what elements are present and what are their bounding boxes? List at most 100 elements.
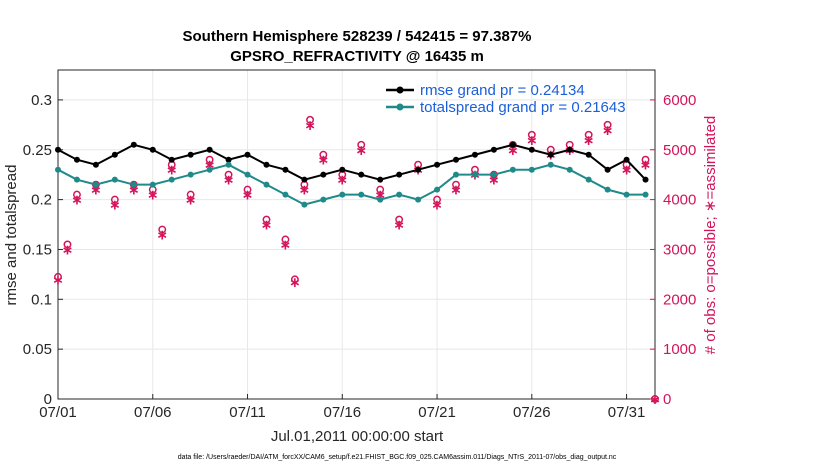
series-lines <box>55 141 649 208</box>
obs-assimilated-point: ∗ <box>289 275 301 291</box>
x-tick-label: 07/16 <box>324 404 362 421</box>
totalspread-point <box>434 186 441 193</box>
totalspread-point <box>111 176 118 183</box>
totalspread-point <box>528 166 535 173</box>
obs-assimilated-point: ∗ <box>128 183 140 199</box>
obs-possible-point <box>290 275 299 284</box>
totalspread-point <box>490 171 497 178</box>
totalspread-point <box>130 181 137 188</box>
totalspread-point <box>206 166 213 173</box>
obs-possible-point <box>641 155 650 164</box>
obs-possible-point <box>73 190 81 199</box>
obs-assimilated-point: ∗ <box>223 173 235 189</box>
obs-possible-point <box>527 130 536 139</box>
totalspread-point <box>263 181 270 188</box>
y-tick-label: 0.2 <box>31 192 52 209</box>
rmse-line <box>57 143 647 181</box>
obs-assimilated-point: ∗ <box>317 153 329 169</box>
rmse-point <box>604 166 611 173</box>
rmse-point <box>244 151 251 158</box>
rmse-point <box>225 156 232 163</box>
obs-assimilated-point: ∗ <box>204 158 216 174</box>
obs-assimilated-point: ∗ <box>336 173 348 189</box>
obs-possible-point <box>63 240 72 249</box>
rmse-point <box>149 146 156 153</box>
totalspread-point <box>623 191 630 198</box>
rmse-point <box>358 171 365 178</box>
rmse-point <box>396 171 403 178</box>
obs-assimilated-point: ∗ <box>242 188 254 204</box>
obs-assimilated-point: ∗ <box>507 143 519 159</box>
obs-possible-point <box>452 180 460 189</box>
obs-assimilated-point: ∗ <box>109 198 121 214</box>
obs-assimilated-point: ∗ <box>602 123 614 139</box>
y2-tick-label: 3000 <box>663 241 696 258</box>
totalspread-point <box>358 191 365 198</box>
rmse-point <box>471 151 478 158</box>
rmse-point <box>55 146 61 153</box>
rmse-point <box>642 176 649 183</box>
totalspread-point <box>377 196 384 203</box>
obs-possible-point <box>603 120 612 129</box>
totalspread-point <box>547 161 554 168</box>
y2-axis-label: # of obs: o=possible; ∗=assimilated <box>702 116 719 355</box>
totalspread-point <box>471 171 478 178</box>
rmse-point <box>434 161 441 168</box>
rmse-point <box>566 146 573 153</box>
obs-possible-point <box>281 235 290 244</box>
rmse-point <box>377 176 384 183</box>
obs-assimilated-point: ∗ <box>71 193 83 209</box>
x-tick-label: 07/06 <box>134 404 172 421</box>
totalspread-line <box>57 163 646 206</box>
totalspread-point <box>225 161 232 168</box>
grid <box>57 70 655 400</box>
y2-tick-label: 4000 <box>663 192 696 209</box>
rmse-point <box>623 156 630 163</box>
y-tick-label: 0.3 <box>31 92 52 109</box>
obs-markers: ∗∗∗∗∗∗∗∗∗∗∗∗∗∗∗∗∗∗∗∗∗∗∗∗∗∗∗∗∗∗∗∗∗∗∗∗∗ <box>52 115 661 408</box>
obs-assimilated-point: ∗ <box>90 183 102 199</box>
legend: rmse grand pr = 0.24134 totalspread gran… <box>386 82 626 116</box>
obs-assimilated-point: ∗ <box>583 133 595 149</box>
rmse-point <box>206 146 213 153</box>
totalspread-point <box>509 166 516 173</box>
obs-possible-point <box>651 395 659 403</box>
obs-possible-point <box>205 155 214 164</box>
obs-possible-point <box>584 130 593 139</box>
totalspread-point <box>339 191 346 198</box>
rmse-point <box>320 171 327 178</box>
obs-assimilated-point: ∗ <box>649 392 661 408</box>
totalspread-point <box>301 201 308 208</box>
rmse-point <box>282 166 289 173</box>
x-tick-label: 07/01 <box>39 404 77 421</box>
y-tick-label: 0 <box>44 391 52 408</box>
footnote: data file: /Users/raeder/DAI/ATM_forcXX/… <box>178 454 617 461</box>
obs-assimilated-point: ∗ <box>640 158 652 174</box>
obs-assimilated-point: ∗ <box>488 173 500 189</box>
totalspread-point <box>244 171 251 178</box>
rmse-point <box>111 151 118 158</box>
y2-tick-label: 0 <box>663 391 671 408</box>
rmse-point <box>585 151 592 158</box>
obs-assimilated-point: ∗ <box>393 218 405 234</box>
totalspread-point <box>282 191 289 198</box>
legend-spread-marker <box>396 103 404 111</box>
obs-assimilated-point: ∗ <box>156 228 168 244</box>
rmse-point <box>528 146 535 153</box>
obs-assimilated-point: ∗ <box>450 183 462 199</box>
totalspread-point <box>453 171 459 178</box>
y2-tick-label: 2000 <box>663 291 696 308</box>
totalspread-point <box>187 171 194 178</box>
obs-assimilated-point: ∗ <box>374 188 386 204</box>
obs-assimilated-point: ∗ <box>147 188 159 204</box>
obs-assimilated-point: ∗ <box>62 242 74 258</box>
obs-assimilated-point: ∗ <box>431 198 443 214</box>
x-axis-label: Jul.01,2011 00:00:00 start <box>271 428 444 445</box>
rmse-point <box>547 151 554 158</box>
totalspread-point <box>604 186 611 193</box>
rmse-point <box>415 166 422 173</box>
y-axis-label: rmse and totalspread <box>3 165 20 306</box>
x-axis: 07/01 07/06 07/11 07/16 07/21 07/26 07/31 <box>39 394 645 421</box>
y-axis-right: 0 1000 2000 3000 4000 5000 6000 <box>650 92 696 408</box>
obs-assimilated-point: ∗ <box>355 143 367 159</box>
